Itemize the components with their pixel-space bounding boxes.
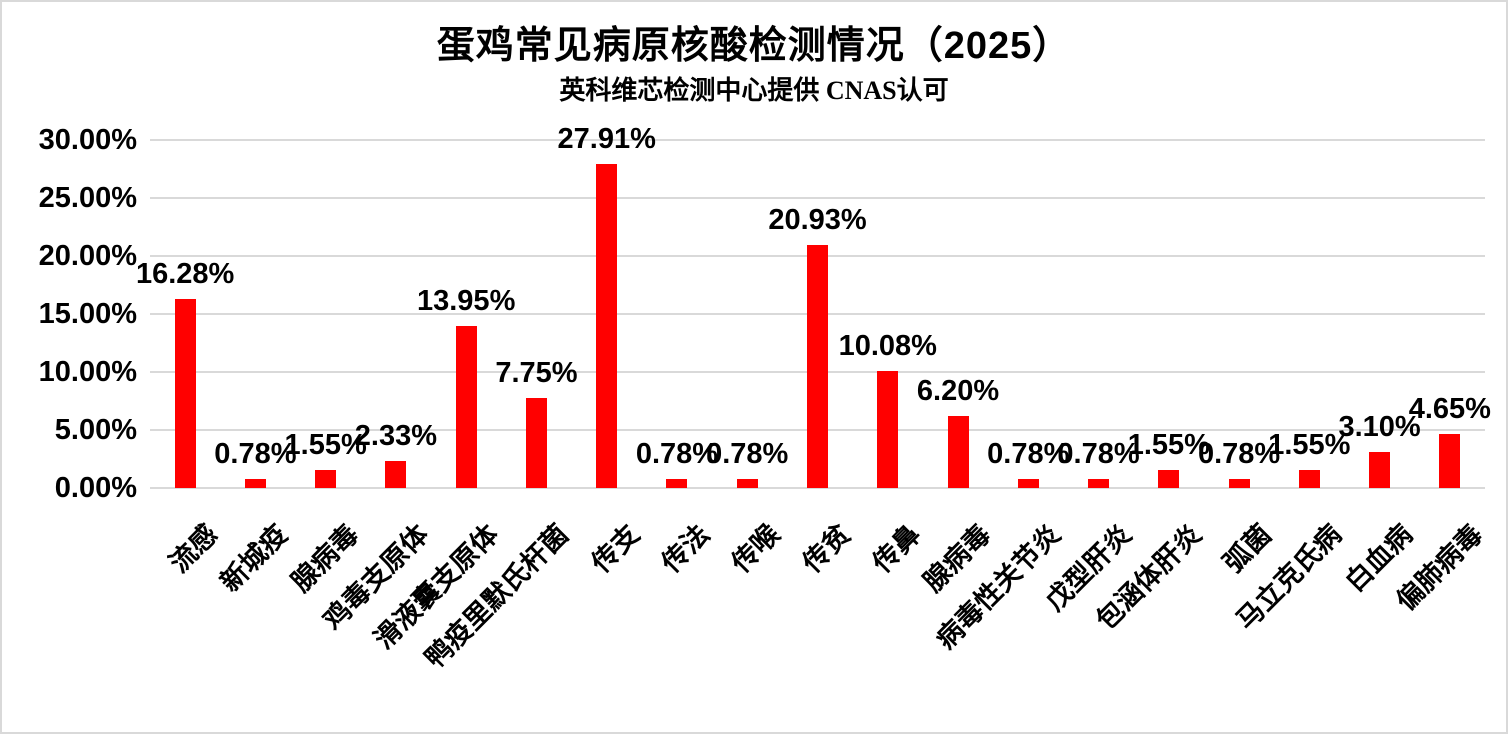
y-tick-label: 0.00% <box>54 472 137 504</box>
data-label: 6.20% <box>916 374 1000 407</box>
data-label: 20.93% <box>768 203 867 236</box>
data-label: 1.55% <box>1127 428 1210 461</box>
data-label: 1.55% <box>284 428 367 461</box>
data-label: 0.78% <box>706 437 789 470</box>
x-tick-label: 传贫 <box>796 518 856 579</box>
bar <box>596 164 618 488</box>
bar <box>244 478 266 488</box>
data-label: 0.78% <box>1197 437 1281 470</box>
x-axis: 流感 新城疫 腺病毒 鸡毒支原体 滑液囊支原体 鸭疫里默氏杆菌 传支 传法 传喉 传贫 传鼻 腺病毒病… <box>150 488 1488 732</box>
bar <box>947 416 969 488</box>
x-tick-label: 传支 <box>585 518 645 579</box>
bar <box>1017 478 1039 488</box>
gridline <box>150 197 1485 199</box>
x-tick-label: 新城疫 <box>215 518 294 598</box>
bar <box>525 398 547 488</box>
plot-area: 16.28% 0.78% 1.55% 2.33% 13.95% 7.75% 27.91% 0.… <box>136 123 1491 489</box>
y-tick-label: 20.00% <box>38 240 137 272</box>
data-label: 10.08% <box>838 329 937 362</box>
bar <box>385 460 407 488</box>
y-tick-label: 15.00% <box>38 298 137 330</box>
bar <box>1369 452 1391 488</box>
bar <box>877 371 899 488</box>
y-tick-label: 5.00% <box>54 414 137 446</box>
bar <box>1439 434 1461 488</box>
bar <box>1158 470 1180 488</box>
x-tick-label: 传喉 <box>726 518 786 579</box>
chart-title: 蛋鸡常见病原核酸检测情况（2025） <box>436 25 1072 67</box>
bar <box>315 470 337 488</box>
bar <box>807 245 828 488</box>
bar <box>1298 470 1320 488</box>
data-label: 3.10% <box>1338 410 1421 443</box>
data-label: 1.55% <box>1268 428 1351 461</box>
data-label: 0.78% <box>1057 437 1140 470</box>
bar <box>1088 478 1110 488</box>
bar <box>736 478 758 488</box>
y-tick-label: 10.00% <box>38 356 137 388</box>
data-label: 4.65% <box>1408 392 1491 425</box>
data-label: 27.91% <box>557 122 656 155</box>
x-tick-label: 传法 <box>655 518 716 579</box>
data-label: 0.78% <box>987 437 1070 470</box>
data-label: 7.75% <box>495 356 578 389</box>
bar <box>174 299 196 488</box>
data-label: 2.33% <box>354 419 438 452</box>
bar <box>455 326 477 488</box>
data-label: 0.78% <box>214 437 297 470</box>
bar <box>1228 478 1250 488</box>
bar <box>666 478 688 488</box>
y-tick-label: 25.00% <box>38 182 137 214</box>
data-label: 13.95% <box>416 284 516 317</box>
data-label: 16.28% <box>135 257 235 290</box>
gridline <box>150 487 1485 489</box>
chart-subtitle: 英科维芯检测中心提供 CNAS认可 <box>559 76 949 105</box>
y-axis: 30.00% 25.00% 20.00% 15.00% 10.00% 5.00% 0.00% <box>2 124 137 504</box>
gridline <box>150 139 1485 141</box>
data-label: 0.78% <box>635 437 719 470</box>
y-tick-label: 30.00% <box>38 124 137 156</box>
